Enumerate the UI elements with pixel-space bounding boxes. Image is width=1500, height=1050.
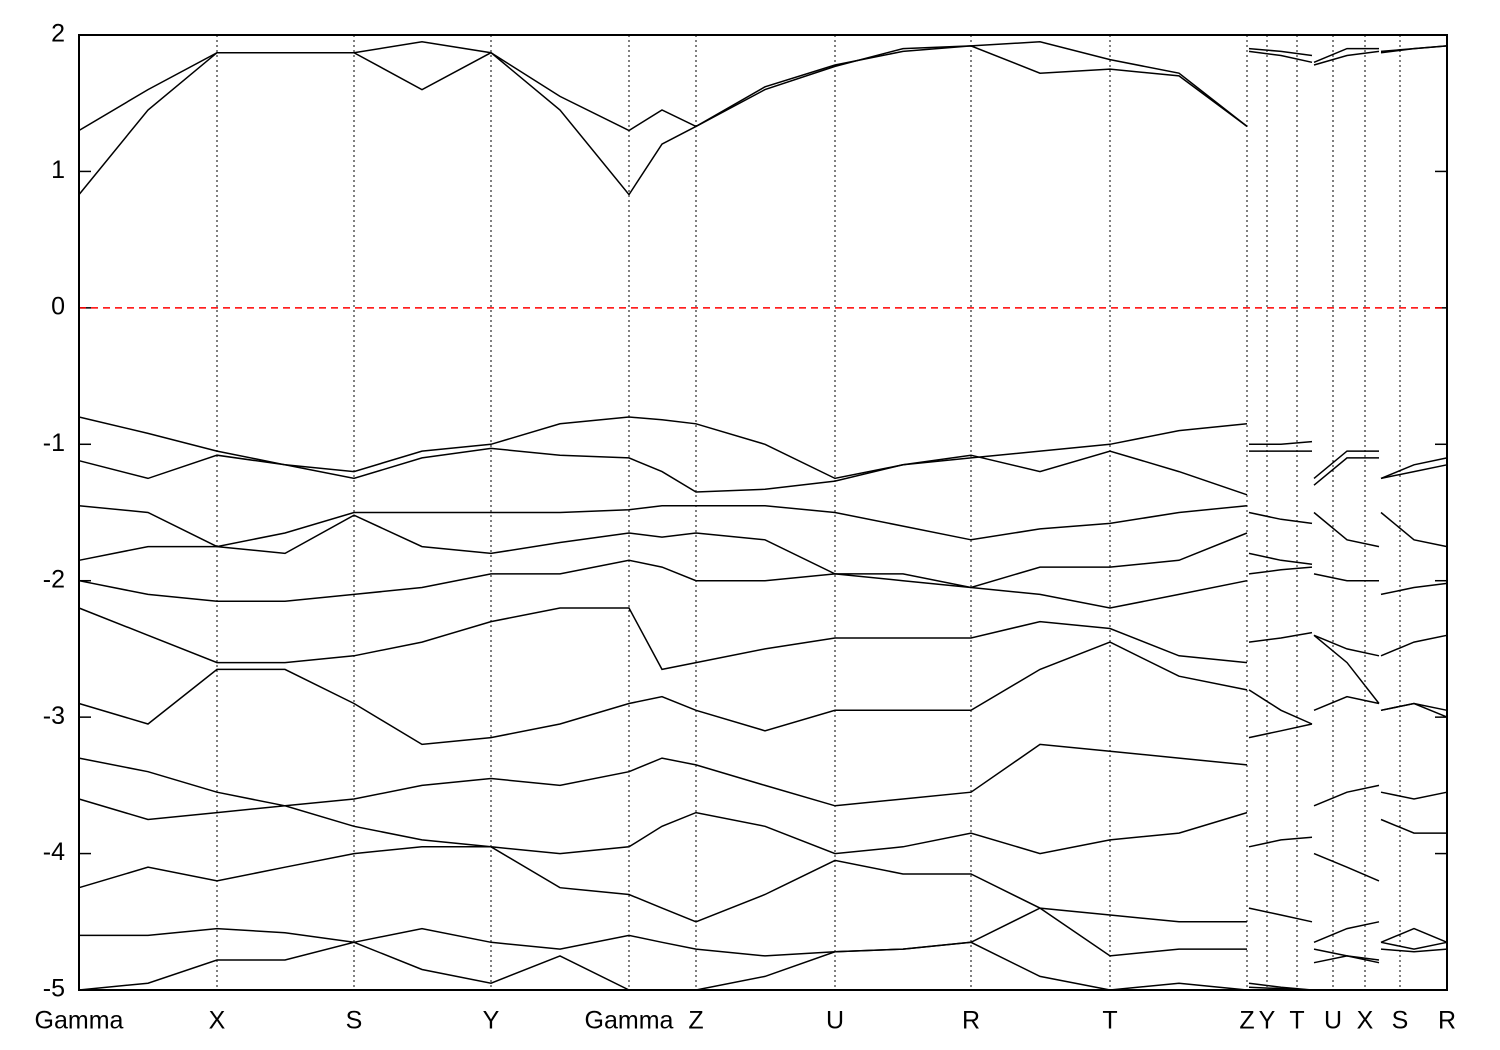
band-line bbox=[78, 514, 1448, 596]
x-tick-label: X bbox=[1357, 1007, 1374, 1035]
band-line bbox=[78, 45, 1448, 196]
band-line bbox=[79, 907, 1448, 991]
band-line bbox=[78, 447, 1448, 496]
x-tick-label: S bbox=[346, 1007, 363, 1035]
x-tick-label: S bbox=[1392, 1007, 1409, 1035]
x-tick-label: Z bbox=[1239, 1007, 1254, 1035]
y-tick-label: -3 bbox=[43, 702, 65, 730]
y-tick-label: -2 bbox=[43, 565, 65, 593]
band-line bbox=[78, 504, 1448, 548]
y-tick-label: -5 bbox=[43, 975, 65, 1003]
x-tick-label: Gamma bbox=[35, 1007, 124, 1035]
band-line bbox=[78, 641, 1448, 746]
band-line bbox=[78, 416, 1448, 480]
x-tick-label: Z bbox=[688, 1007, 703, 1035]
x-tick-label: X bbox=[209, 1007, 226, 1035]
x-tick-label: U bbox=[826, 1007, 844, 1035]
band-line bbox=[78, 846, 1448, 943]
y-tick-label: -4 bbox=[43, 838, 65, 866]
band-line bbox=[78, 798, 1447, 882]
x-tick-label: U bbox=[1324, 1007, 1342, 1035]
y-tick-label: 0 bbox=[51, 292, 65, 320]
x-tick-label: T bbox=[1289, 1007, 1304, 1035]
x-tick-label: R bbox=[1438, 1007, 1456, 1035]
x-tick-label: T bbox=[1102, 1007, 1117, 1035]
y-tick-label: 2 bbox=[51, 20, 65, 48]
x-tick-label: R bbox=[962, 1007, 980, 1035]
band-line bbox=[78, 559, 1448, 657]
x-tick-label: Y bbox=[1259, 1007, 1276, 1035]
y-tick-label: -1 bbox=[43, 429, 65, 457]
band-line bbox=[78, 41, 1448, 132]
y-tick-label: 1 bbox=[51, 156, 65, 184]
x-tick-label: Gamma bbox=[585, 1007, 674, 1035]
band-line bbox=[78, 723, 1448, 807]
band-line bbox=[78, 607, 1448, 712]
x-tick-label: Y bbox=[483, 1007, 500, 1035]
plot-frame bbox=[78, 34, 1448, 991]
